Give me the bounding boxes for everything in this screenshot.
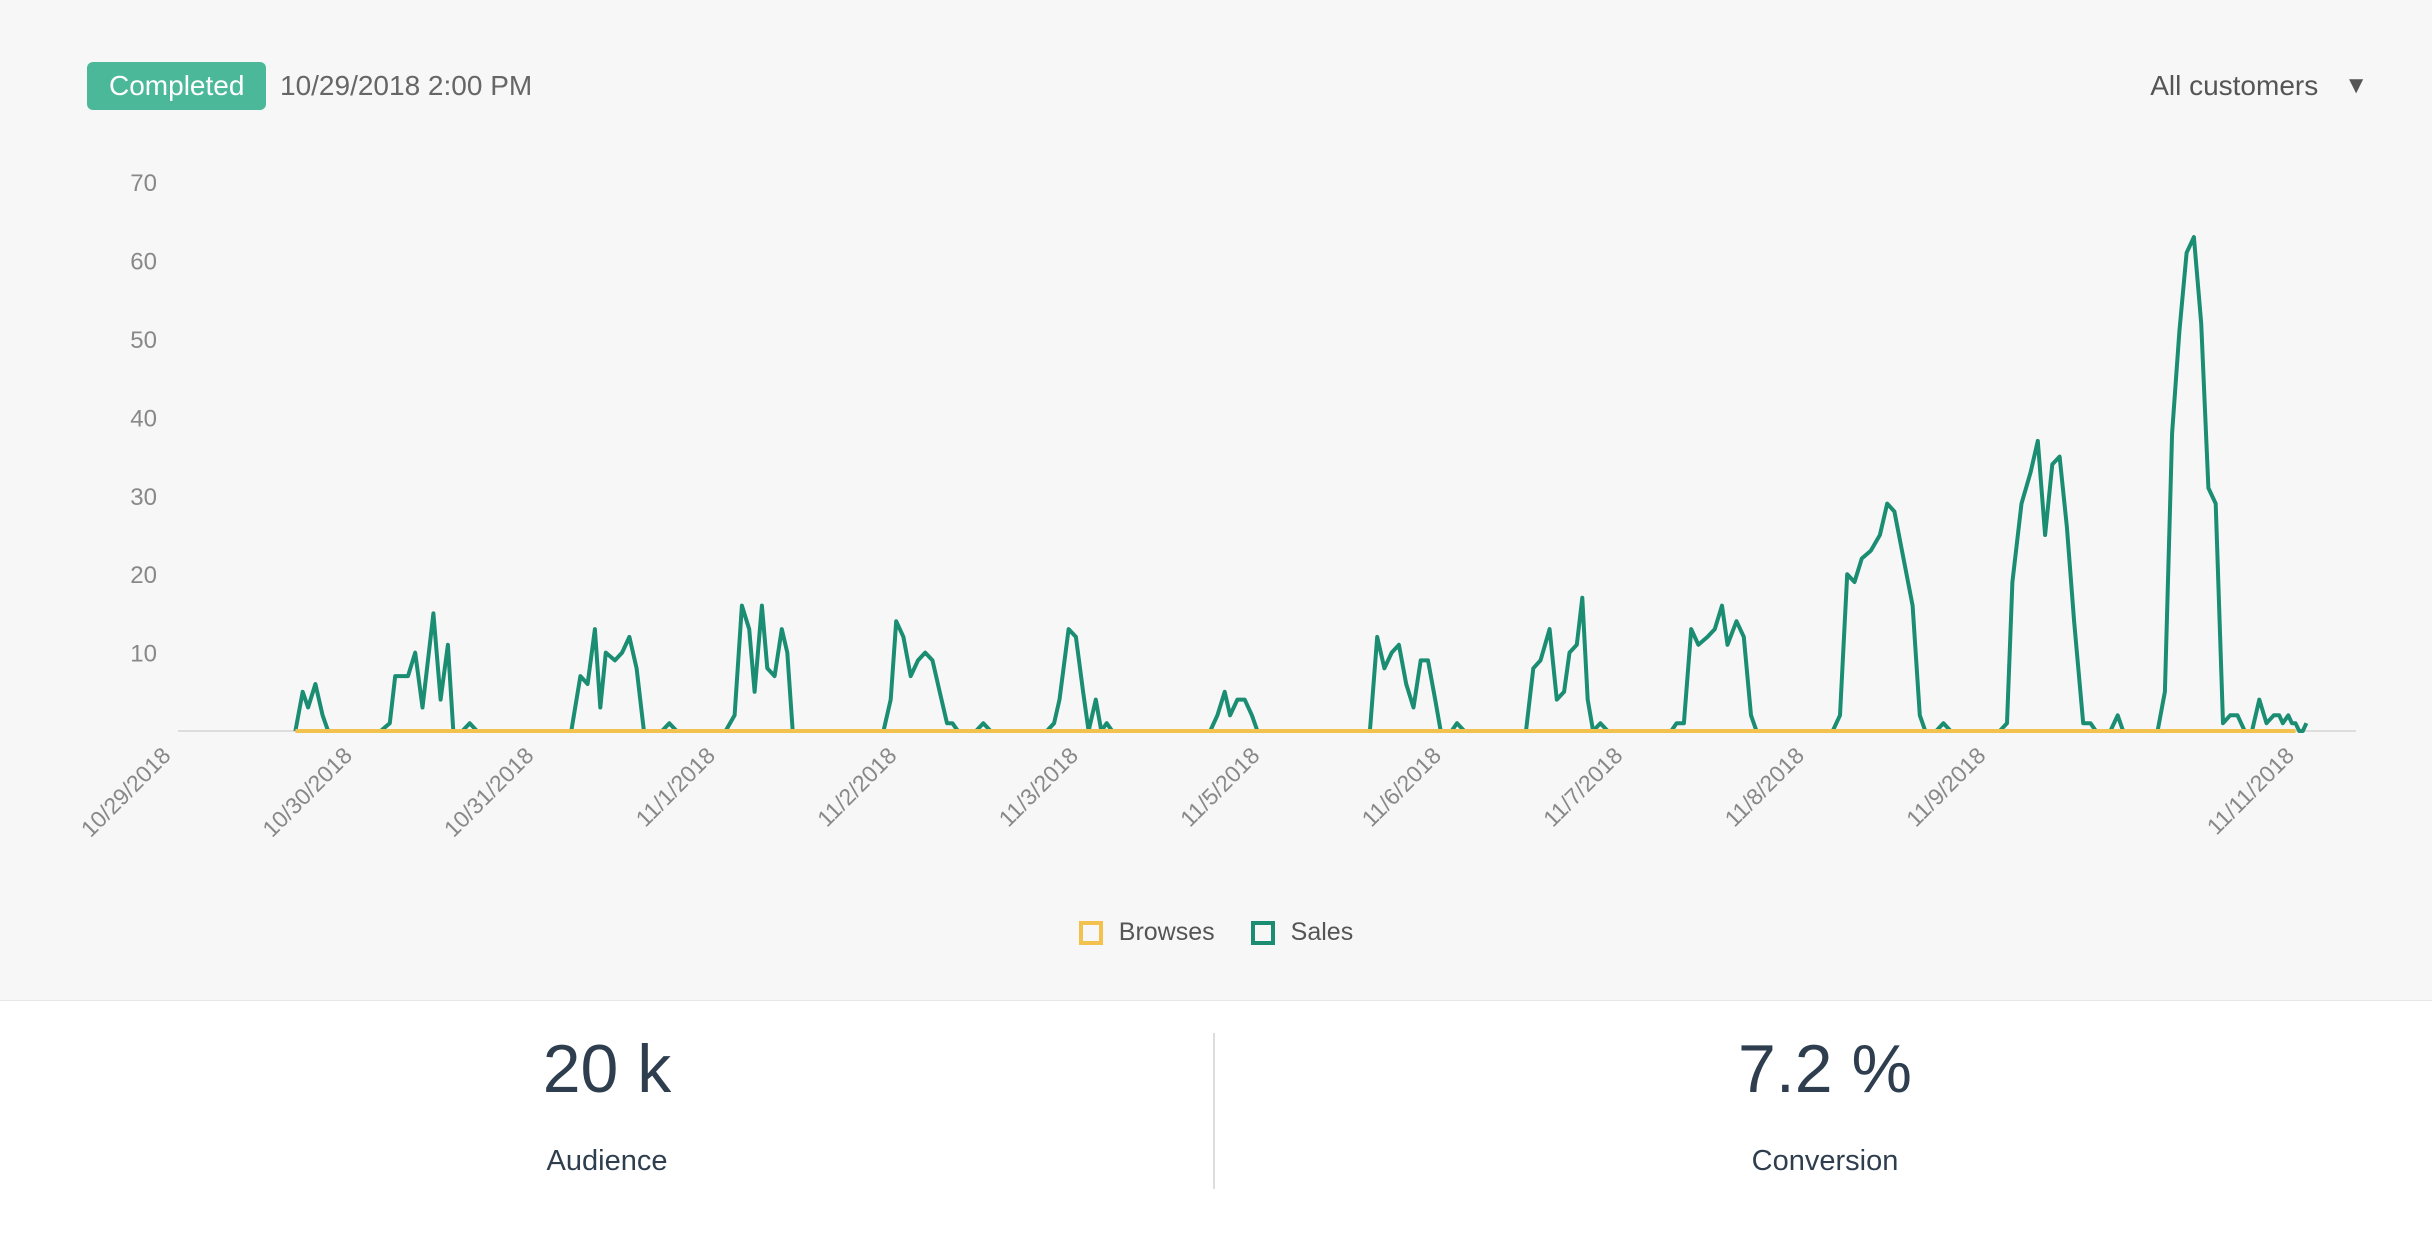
conversion-stat: 7.2 % Conversion bbox=[1218, 1001, 2432, 1238]
legend-item-sales[interactable]: Sales bbox=[1250, 918, 1354, 947]
y-tick-label: 10 bbox=[130, 641, 157, 668]
chart-legend: Browses Sales bbox=[0, 918, 2432, 947]
audience-stat: 20 k Audience bbox=[0, 1001, 1214, 1238]
customer-filter-label: All customers bbox=[2150, 70, 2319, 101]
customer-filter-dropdown[interactable]: All customers ▼ bbox=[2150, 62, 2368, 110]
series-lines bbox=[293, 235, 2309, 733]
x-tick-label: 11/8/2018 bbox=[1719, 742, 1809, 832]
y-tick-label: 20 bbox=[130, 562, 157, 589]
series-line-sales bbox=[293, 235, 2309, 733]
chart-panel: Completed 10/29/2018 2:00 PM All custome… bbox=[0, 62, 2432, 1001]
run-timestamp: 10/29/2018 2:00 PM bbox=[280, 70, 533, 101]
conversion-value: 7.2 % bbox=[1738, 1031, 1912, 1107]
audience-value: 20 k bbox=[542, 1031, 672, 1107]
x-axis-ticks: 10/29/2018 10/30/2018 10/31/2018 11/1/2018 1… bbox=[76, 742, 2299, 842]
x-tick-label: 11/6/2018 bbox=[1356, 742, 1446, 832]
x-tick-label: 10/29/2018 bbox=[76, 742, 176, 842]
x-tick-label: 11/7/2018 bbox=[1538, 742, 1628, 832]
x-tick-label: 10/31/2018 bbox=[439, 742, 539, 842]
x-tick-label: 11/5/2018 bbox=[1175, 742, 1265, 832]
x-tick-label: 11/2/2018 bbox=[812, 742, 902, 832]
audience-label: Audience bbox=[546, 1145, 668, 1177]
y-axis-ticks: 10 20 30 40 50 60 70 bbox=[130, 170, 157, 667]
status-badge: Completed bbox=[87, 62, 267, 110]
sales-swatch-icon bbox=[1250, 920, 1275, 945]
y-tick-label: 70 bbox=[130, 170, 157, 197]
y-tick-label: 30 bbox=[130, 484, 157, 511]
x-tick-label: 11/11/2018 bbox=[2202, 742, 2299, 839]
x-tick-label: 11/3/2018 bbox=[993, 742, 1083, 832]
legend-label-browses: Browses bbox=[1118, 918, 1215, 946]
summary-stats: 20 k Audience 7.2 % Conversion bbox=[0, 1001, 2432, 1238]
legend-item-browses[interactable]: Browses bbox=[1078, 918, 1215, 947]
x-tick-label: 11/1/2018 bbox=[630, 742, 720, 832]
conversion-label: Conversion bbox=[1751, 1145, 1899, 1177]
x-tick-label: 10/30/2018 bbox=[257, 742, 357, 842]
browses-swatch-icon bbox=[1078, 920, 1103, 945]
chevron-down-icon: ▼ bbox=[2344, 72, 2368, 99]
y-tick-label: 40 bbox=[130, 405, 157, 432]
y-tick-label: 60 bbox=[130, 249, 157, 276]
line-chart: 10 20 30 40 50 60 70 10/29/2018 10/30/2018 10/31… bbox=[76, 170, 2356, 842]
x-tick-label: 11/9/2018 bbox=[1901, 742, 1991, 832]
stats-divider bbox=[1213, 1033, 1215, 1189]
y-tick-label: 50 bbox=[130, 327, 157, 354]
legend-label-sales: Sales bbox=[1290, 918, 1354, 946]
